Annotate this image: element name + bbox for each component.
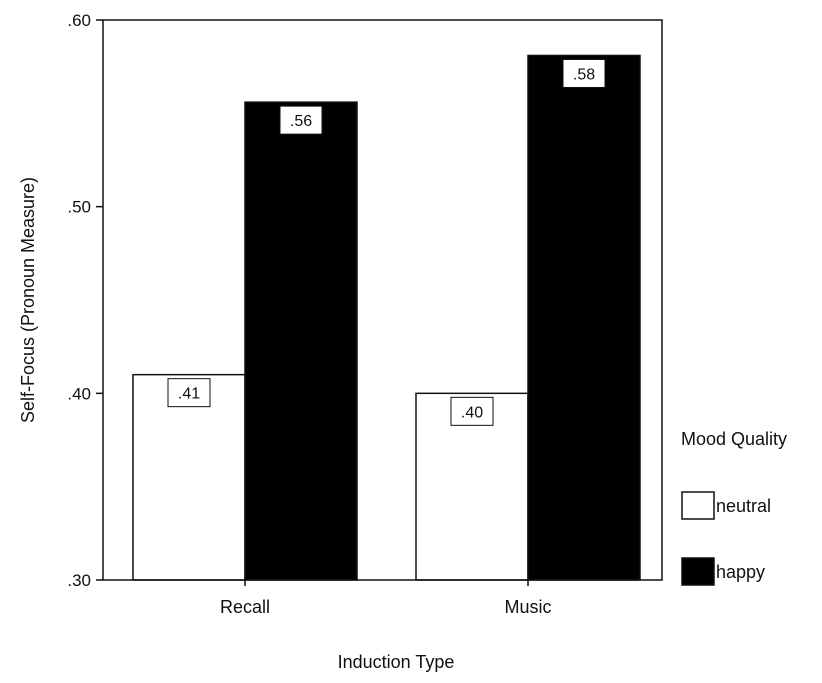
value-label-box (562, 58, 606, 88)
y-axis-title: Self-Focus (Pronoun Measure) (18, 177, 38, 423)
y-tick-label: .30 (67, 571, 91, 590)
legend: Mood Quality neutral happy (681, 429, 787, 586)
x-category-label: Music (504, 597, 551, 617)
value-label-box (279, 105, 323, 135)
y-axis-ticks: .30 .40 .50 .60 (67, 11, 103, 590)
bar-happy-recall (244, 101, 358, 581)
plot-frame (102, 19, 663, 581)
value-label: .41 (178, 386, 200, 403)
legend-swatch-neutral (681, 491, 715, 520)
legend-label-neutral: neutral (716, 496, 771, 516)
y-tick-label: .40 (67, 384, 91, 403)
bar-neutral-recall (132, 373, 246, 581)
legend-title: Mood Quality (681, 429, 787, 449)
value-label-box (450, 396, 494, 426)
bar-happy-music (527, 54, 641, 581)
y-tick-label: .50 (67, 198, 91, 217)
x-axis-title: Induction Type (338, 652, 455, 672)
value-label: .58 (573, 66, 595, 83)
value-label-box (167, 378, 211, 408)
x-axis-categories: Recall Music (220, 580, 552, 617)
y-tick-label: .60 (67, 11, 91, 30)
legend-swatch-happy (681, 557, 715, 586)
value-label: .56 (290, 113, 312, 130)
value-label: .40 (461, 404, 483, 421)
bars-layer (132, 54, 641, 581)
legend-label-happy: happy (716, 562, 765, 582)
x-category-label: Recall (220, 597, 270, 617)
value-labels-layer: .41 .56 .40 .58 (167, 58, 606, 426)
